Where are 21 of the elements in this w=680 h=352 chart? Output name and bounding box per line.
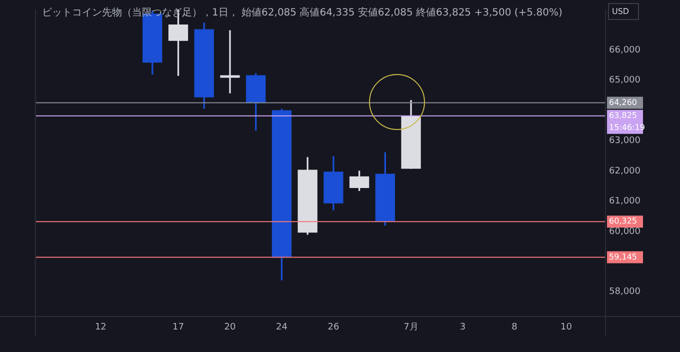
y-tick-label: 61,000: [609, 196, 641, 207]
x-tick-label: 17: [172, 322, 184, 333]
ref-line-label: 64,260: [609, 98, 637, 107]
x-tick-label: 7月: [404, 322, 418, 333]
x-tick-label: 8: [512, 322, 518, 333]
x-tick-label: 12: [94, 322, 106, 333]
x-tick-label: 3: [460, 322, 466, 333]
y-tick-label: 60,000: [609, 226, 641, 237]
x-tick-label: 24: [276, 322, 288, 333]
text: USD: [612, 7, 630, 16]
ref-line-label: 60,325: [609, 216, 637, 226]
candlestick: [220, 30, 240, 94]
y-tick-label: 65,000: [609, 76, 641, 86]
ref-line-label: 59,145: [609, 252, 637, 262]
y-tick-label: 58,000: [609, 287, 641, 298]
x-tick-label: 26: [328, 322, 340, 333]
x-tick-label: 10: [560, 322, 572, 333]
y-tick-label: 66,000: [609, 46, 641, 56]
x-tick-label: 20: [224, 322, 236, 333]
y-tick-label: 63,000: [609, 136, 641, 146]
y-tick-label: 62,000: [609, 166, 641, 176]
